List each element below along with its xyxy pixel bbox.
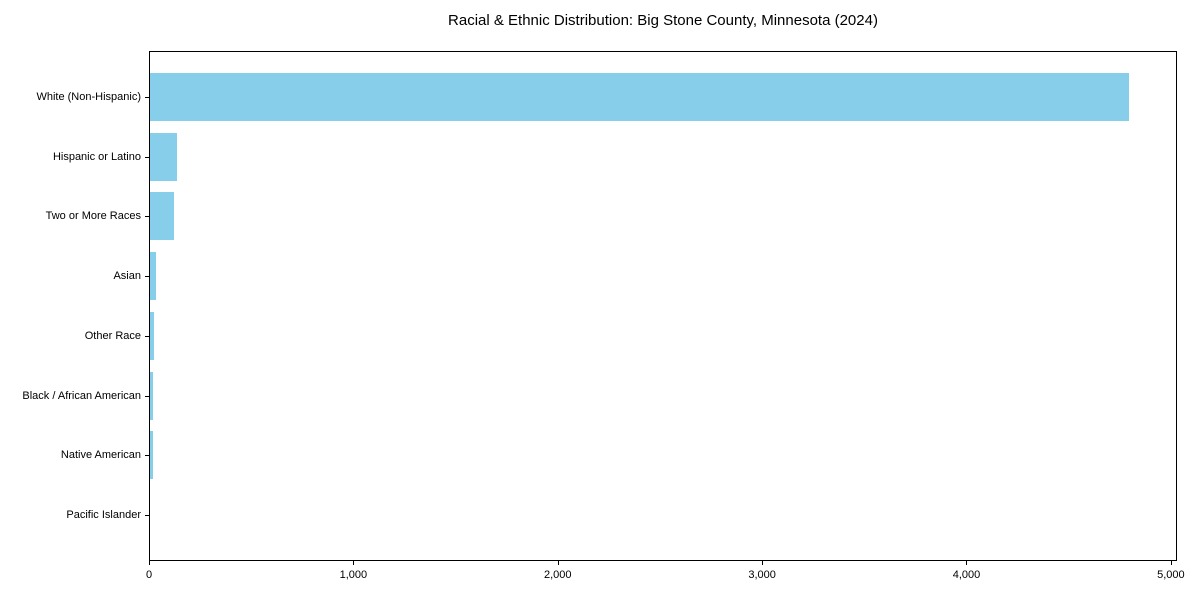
y-tick-mark [145,97,149,98]
y-tick-mark [145,395,149,397]
y-axis-label-two-or-more-races: Two or More Races [45,210,141,223]
x-tick-mark [762,561,764,565]
bar-black-african-american [150,371,154,420]
bar-native-american [150,431,154,480]
x-tick-mark [557,561,559,565]
y-axis-label-hispanic-or-latino: Hispanic or Latino [52,150,141,163]
bar-other-race [150,311,155,360]
y-axis-label-pacific-islander: Pacific Islander [66,509,141,521]
y-tick-mark [145,455,149,457]
y-axis-label-native-american: Native American [60,449,141,462]
y-tick-mark [145,515,149,516]
y-axis-label-black-african-american: Black / African American [22,389,141,402]
plot-area [149,51,1177,561]
x-tick-mark [1170,561,1172,565]
x-tick-mark [353,561,355,565]
y-tick-mark [145,335,149,337]
x-axis-label-3-000: 3,000 [748,569,776,581]
bar-hispanic-or-latino [150,132,177,181]
y-axis-label-white-non-hispanic: White (Non-Hispanic) [36,91,141,103]
x-tick-mark [966,561,968,565]
chart-title: Racial & Ethnic Distribution: Big Stone … [448,12,878,29]
y-axis-label-asian: Asian [113,270,141,283]
y-tick-mark [145,276,149,278]
y-axis-label-other-race: Other Race [84,329,141,342]
x-axis-label-5-000: 5,000 [1157,569,1185,581]
x-axis-label-1-000: 1,000 [339,569,368,581]
y-tick-mark [145,216,149,218]
y-tick-mark [145,156,149,158]
x-axis-label-2-000: 2,000 [543,569,572,581]
x-axis-label-0: 0 [145,569,153,581]
bar-two-or-more-races [150,192,174,241]
x-axis-label-4-000: 4,000 [952,569,981,581]
bar-asian [150,252,157,301]
x-tick-mark [149,561,150,565]
bar-white-non-hispanic [150,73,1129,121]
